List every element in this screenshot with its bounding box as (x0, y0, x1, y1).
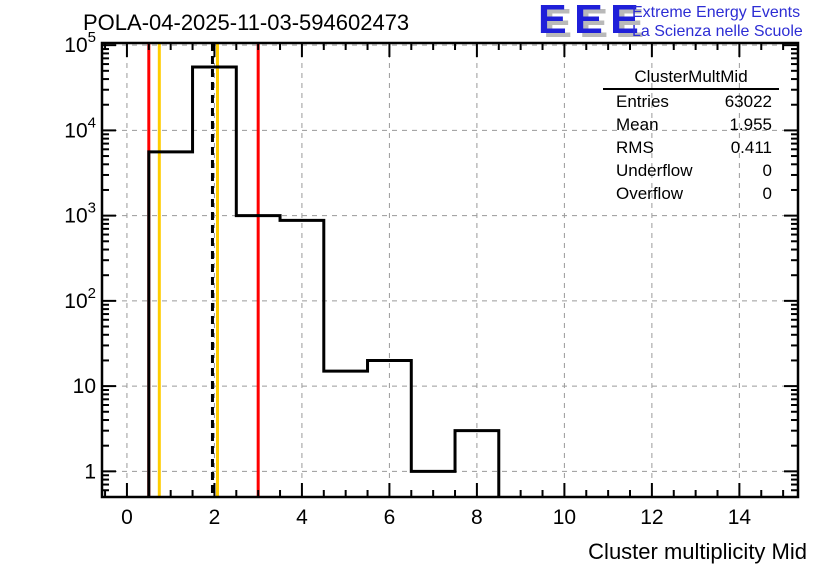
y-tick-label: 10 (73, 375, 96, 398)
grid-layer (102, 43, 798, 497)
stats-label: Entries (616, 92, 669, 111)
y-tick-label: 103 (64, 200, 96, 228)
x-tick-label: 8 (471, 506, 483, 529)
eee-logo-letters: EEE (538, 0, 647, 42)
y-tick-label: 1 (84, 460, 96, 483)
eee-logo-line2: La Scienza nelle Scuole (632, 23, 803, 40)
x-tick-label: 14 (728, 506, 752, 529)
stats-label: Overflow (616, 184, 684, 203)
histogram-line (147, 65, 501, 497)
y-tick-label: 102 (64, 285, 96, 313)
stats-row-underflow: Underflow 0 (603, 159, 779, 182)
x-tick-label: 0 (121, 506, 133, 529)
stats-label: Mean (616, 115, 659, 134)
axis-ticks (102, 43, 798, 498)
stats-box-title: ClusterMultMid (603, 66, 779, 90)
stats-value: 1.955 (729, 115, 772, 134)
stats-row-overflow: Overflow 0 (603, 182, 779, 205)
page-title: POLA-04-2025-11-03-594602473 (83, 10, 410, 35)
stats-value: 0.411 (730, 138, 772, 157)
x-tick-labels: 0 2 4 6 8 10 12 14 (121, 506, 751, 529)
stats-box: ClusterMultMid Entries 63022 Mean 1.955 … (603, 66, 779, 205)
x-tick-label: 10 (553, 506, 576, 529)
stats-value: 63022 (724, 92, 772, 111)
x-tick-label: 4 (296, 506, 308, 529)
x-tick-label: 6 (384, 506, 396, 529)
x-axis-title: Cluster multiplicity Mid (588, 539, 807, 564)
y-tick-label: 105 (64, 29, 96, 57)
plot-frame (100, 41, 800, 499)
stats-row-mean: Mean 1.955 (603, 113, 779, 136)
stats-row-entries: Entries 63022 (603, 90, 779, 113)
y-tick-labels: 1 10 102 103 104 105 (64, 29, 96, 483)
stats-label: Underflow (616, 161, 693, 180)
stats-value: 0 (762, 184, 772, 203)
stats-value: 0 (762, 161, 772, 180)
eee-logo-text: Extreme Energy Events La Scienza nelle S… (632, 3, 803, 41)
stats-label: RMS (616, 138, 654, 157)
y-tick-label: 104 (64, 114, 96, 142)
eee-logo-line1: Extreme Energy Events (632, 4, 801, 21)
x-tick-label: 12 (640, 506, 663, 529)
marker-lines (147, 43, 260, 497)
x-tick-label: 2 (209, 506, 221, 529)
stats-row-rms: RMS 0.411 (603, 136, 779, 159)
